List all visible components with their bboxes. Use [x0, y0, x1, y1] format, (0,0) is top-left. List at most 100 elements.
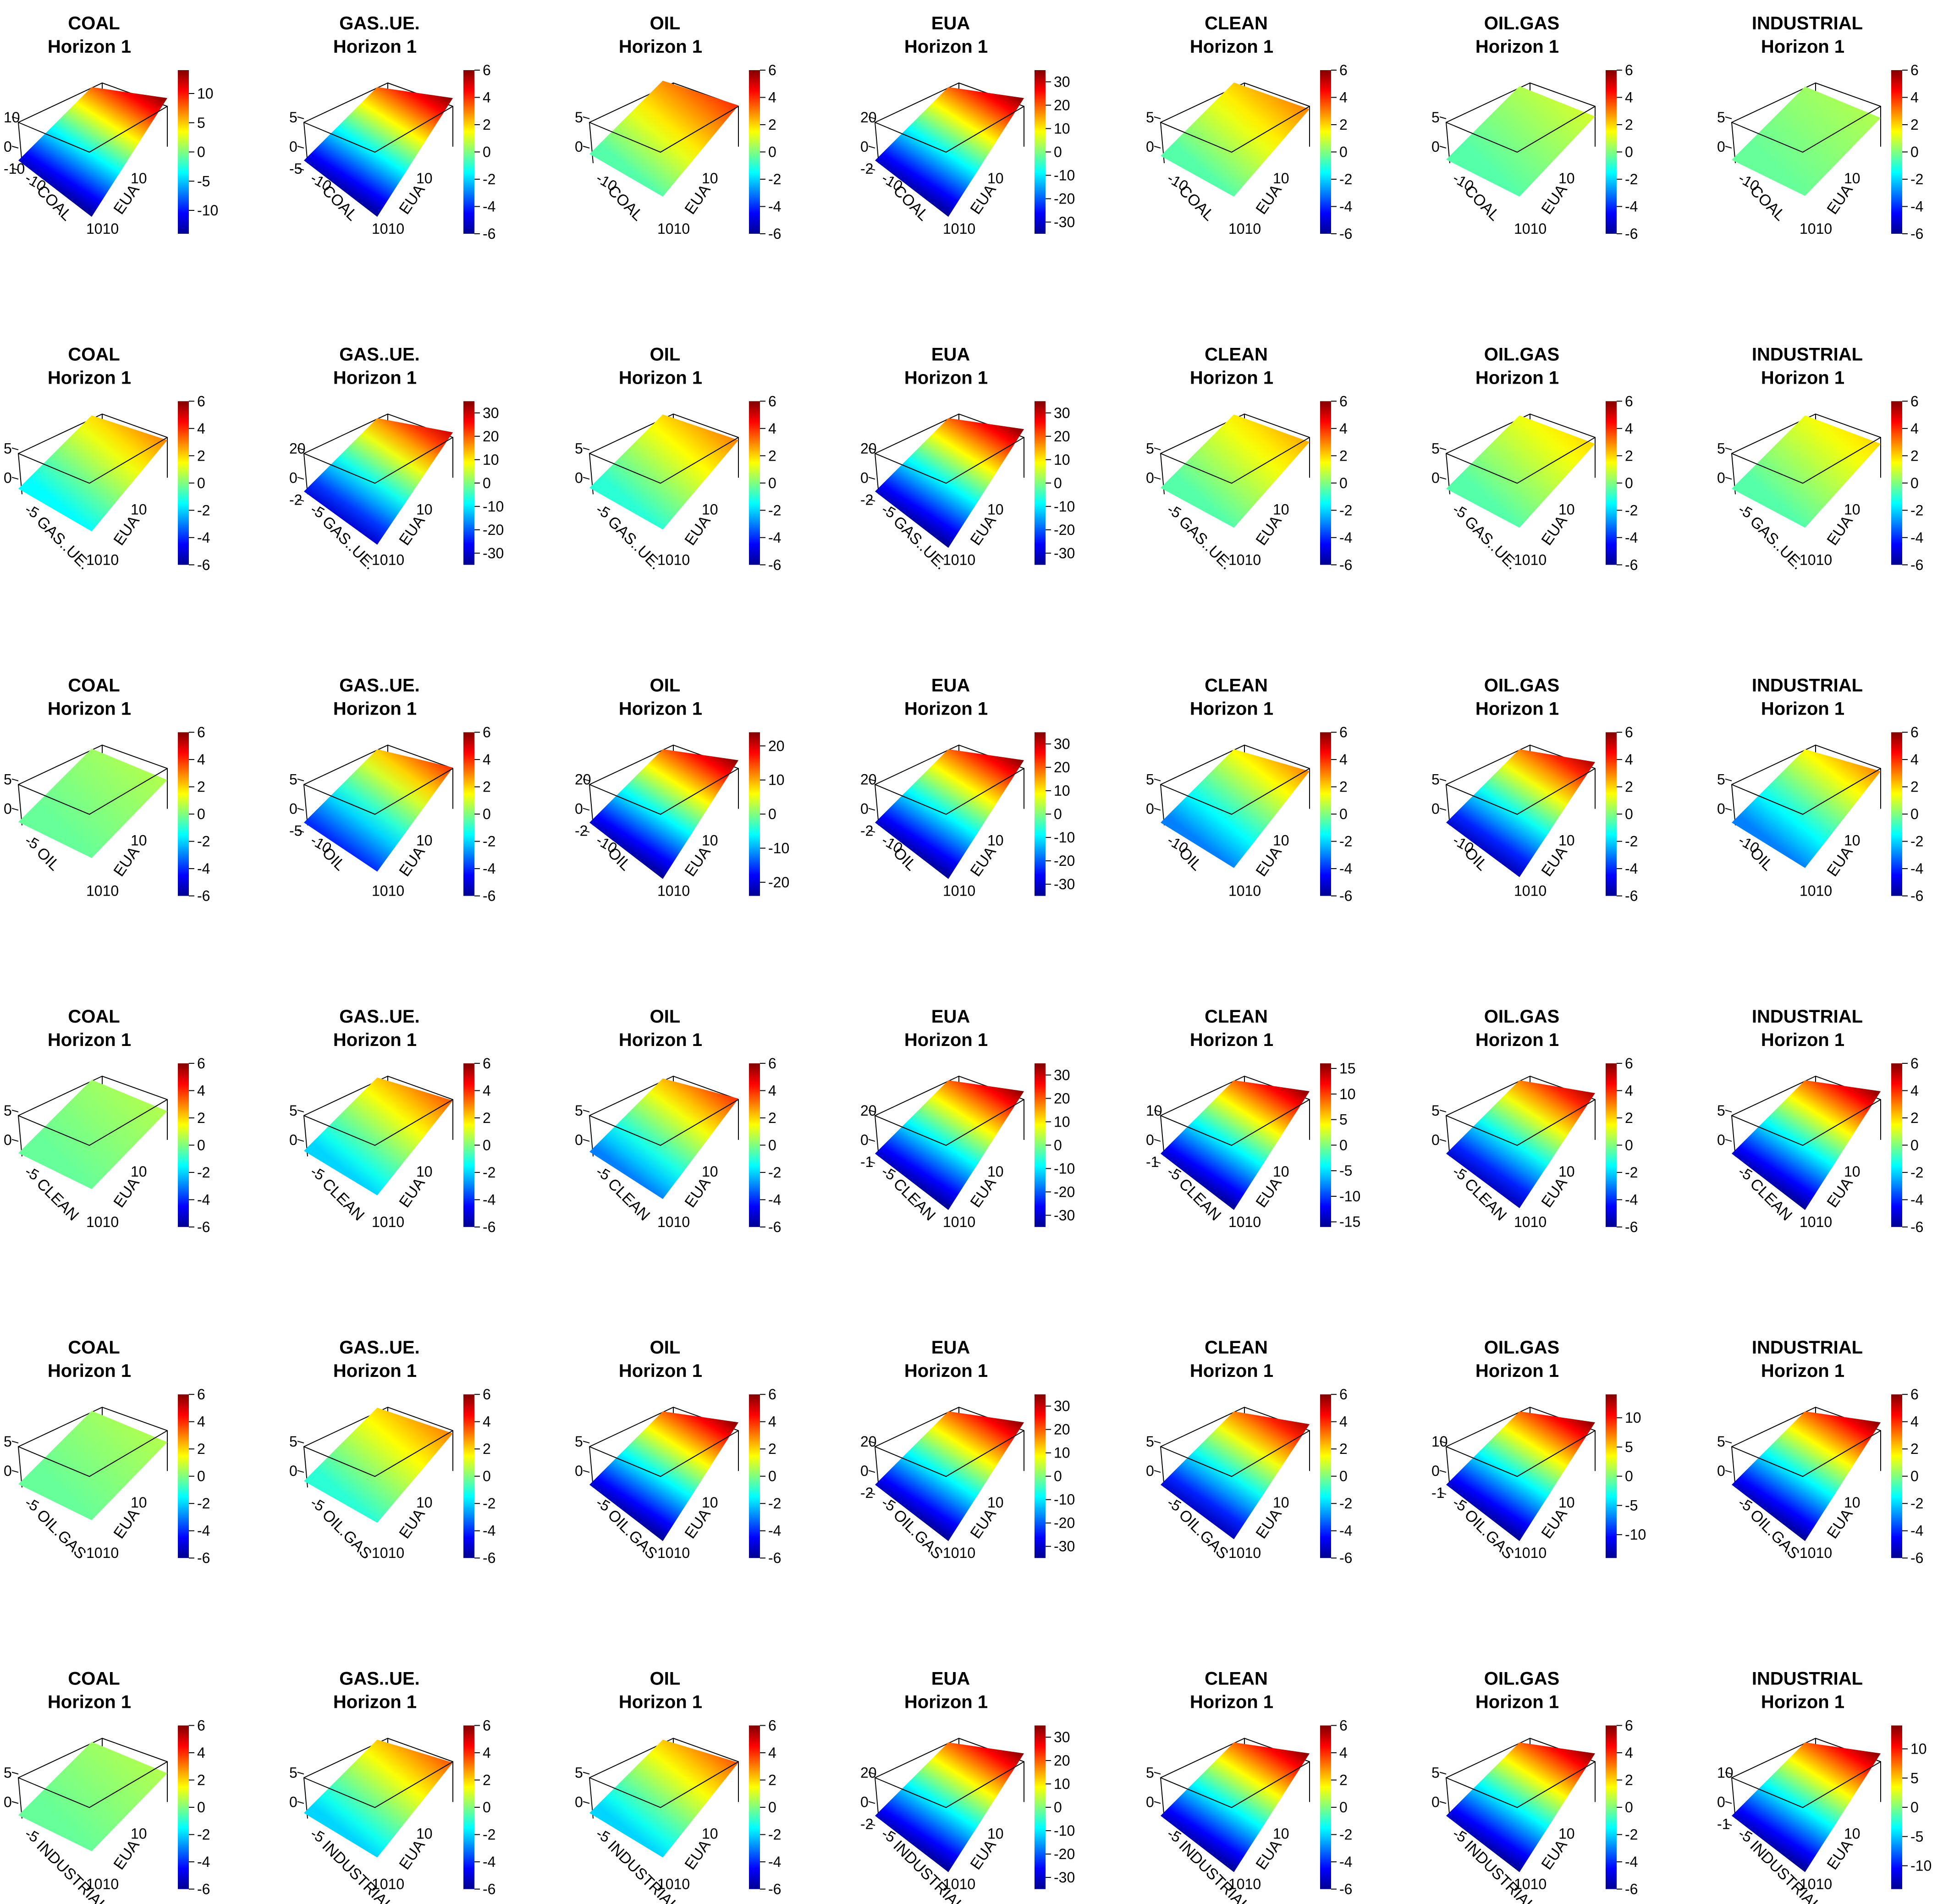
z-tick: [1725, 1470, 1732, 1473]
colorbar-tick-label: 0: [1910, 475, 1919, 491]
x-tick-label: -5: [22, 501, 42, 521]
y-axis-title: EUA: [1823, 181, 1856, 217]
colorbar-tick-label: -4: [483, 1523, 495, 1539]
colorbar-tick-label: 4: [1910, 420, 1919, 437]
colorbar-tick-label: 6: [1339, 62, 1348, 78]
y-axis-title: EUA: [110, 843, 143, 880]
box-top-front-edges: [1160, 437, 1310, 484]
z-tick-label: 0: [575, 138, 583, 155]
y-axis-title: EUA: [1252, 1505, 1285, 1541]
z-tick-label: 0: [1431, 1794, 1440, 1810]
colorbar-tick-label: -20: [768, 874, 789, 891]
z-tick-label: -2: [860, 160, 873, 177]
y-tick-label: 10: [987, 1494, 1004, 1511]
z-tick: [297, 1139, 304, 1142]
z-tick: [297, 146, 304, 149]
panel-title: CLEAN: [1205, 1337, 1268, 1358]
response-surface: [875, 1411, 1024, 1541]
colorbar-tick-label: 4: [1910, 751, 1919, 768]
colorbar-tick-label: 6: [483, 1717, 491, 1734]
corner-tick-label: 1010: [657, 551, 690, 568]
panel-subtitle: Horizon 1: [1761, 1030, 1844, 1050]
z-tick-label: 0: [4, 1463, 12, 1479]
colorbar-tick-label: 10: [1339, 1086, 1356, 1102]
colorbar-tick-label: -2: [1910, 833, 1923, 850]
colorbar-tick-label: 6: [1339, 1717, 1348, 1734]
response-surface: [1446, 86, 1595, 197]
colorbar-tick-label: 4: [1625, 89, 1633, 106]
z-tick-label: 5: [1717, 440, 1725, 457]
z-tick-label: 10: [1717, 1765, 1734, 1781]
response-surface: [304, 749, 453, 872]
colorbar-tick-label: 4: [483, 1082, 491, 1099]
box-top-front-edges: [1446, 106, 1596, 153]
panel-subtitle: Horizon 1: [1475, 1692, 1559, 1712]
y-tick-label: 10: [987, 1826, 1004, 1842]
y-axis-title: EUA: [681, 512, 714, 549]
z-tick: [297, 447, 304, 451]
z-tick: [868, 1441, 875, 1444]
colorbar-tick-label: -30: [483, 545, 504, 561]
corner-tick-label: 1010: [657, 1214, 690, 1230]
response-surface: [589, 414, 738, 530]
z-tick: [11, 146, 19, 149]
box-top-front-edges: [875, 768, 1024, 815]
z-tick-label: 0: [1146, 801, 1154, 817]
colorbar-tick-label: -2: [768, 1164, 781, 1181]
colorbar-tick-label: 4: [197, 1414, 205, 1430]
colorbar-tick-label: -2: [1910, 171, 1923, 187]
z-tick: [11, 1470, 19, 1473]
colorbar-tick-label: 4: [1625, 1744, 1633, 1761]
y-tick-label: 10: [416, 832, 433, 849]
panel-subtitle: Horizon 1: [619, 37, 702, 57]
colorbar-tick-label: 0: [768, 1799, 776, 1816]
y-tick-label: 10: [1844, 1826, 1860, 1842]
y-tick-label: 10: [1273, 501, 1289, 517]
colorbar-tick-label: -6: [1339, 556, 1352, 573]
colorbar-tick-label: -30: [1054, 1207, 1075, 1223]
colorbar: [463, 732, 474, 896]
z-tick: [583, 1109, 590, 1112]
colorbar-tick-label: 2: [1339, 1772, 1348, 1788]
box-top-front-edges: [1160, 106, 1310, 153]
panel-5-1: GAS..UE.Horizon 150-5INDUSTRIAL10EUA1010…: [289, 1669, 495, 1904]
z-tick-label: 20: [860, 440, 877, 457]
box-top-front-edges: [18, 437, 168, 484]
corner-tick-label: 1010: [86, 883, 119, 899]
panel-title: COAL: [68, 344, 120, 364]
colorbar: [1320, 1063, 1331, 1227]
colorbar-tick-label: 6: [1910, 62, 1919, 78]
response-surface: [875, 87, 1024, 217]
colorbar-tick-label: 20: [1054, 1752, 1070, 1769]
z-tick-label: 5: [1431, 109, 1440, 126]
response-surface: [875, 749, 1024, 879]
z-tick-label: 5: [4, 1765, 12, 1781]
z-tick-label: 5: [1431, 1765, 1440, 1781]
z-tick: [11, 1772, 19, 1775]
panel-title: CLEAN: [1205, 13, 1268, 33]
x-axis-title: OIL: [33, 844, 63, 874]
response-surface: [1161, 749, 1310, 868]
panel-subtitle: Horizon 1: [48, 1692, 131, 1712]
colorbar-tick-label: 4: [483, 1744, 491, 1761]
panel-title: CLEAN: [1205, 344, 1268, 364]
response-surface: [589, 749, 738, 879]
panel-title: CLEAN: [1205, 1007, 1268, 1027]
colorbar-tick-label: 4: [197, 420, 205, 437]
z-tick-label: 5: [1717, 771, 1725, 788]
colorbar: [463, 401, 474, 565]
z-tick-label: 0: [4, 138, 12, 155]
corner-tick-label: 1010: [1228, 1545, 1261, 1561]
colorbar-tick-label: 10: [483, 451, 499, 468]
colorbar-tick-label: -20: [1054, 1846, 1075, 1862]
z-tick: [583, 778, 590, 781]
y-axis-title: EUA: [1252, 512, 1285, 549]
z-tick-label: 0: [1146, 1794, 1154, 1810]
z-tick-label: 0: [1431, 469, 1440, 486]
colorbar-tick-label: 2: [1339, 1441, 1348, 1457]
panel-subtitle: Horizon 1: [1190, 368, 1273, 388]
colorbar: [749, 1063, 760, 1227]
